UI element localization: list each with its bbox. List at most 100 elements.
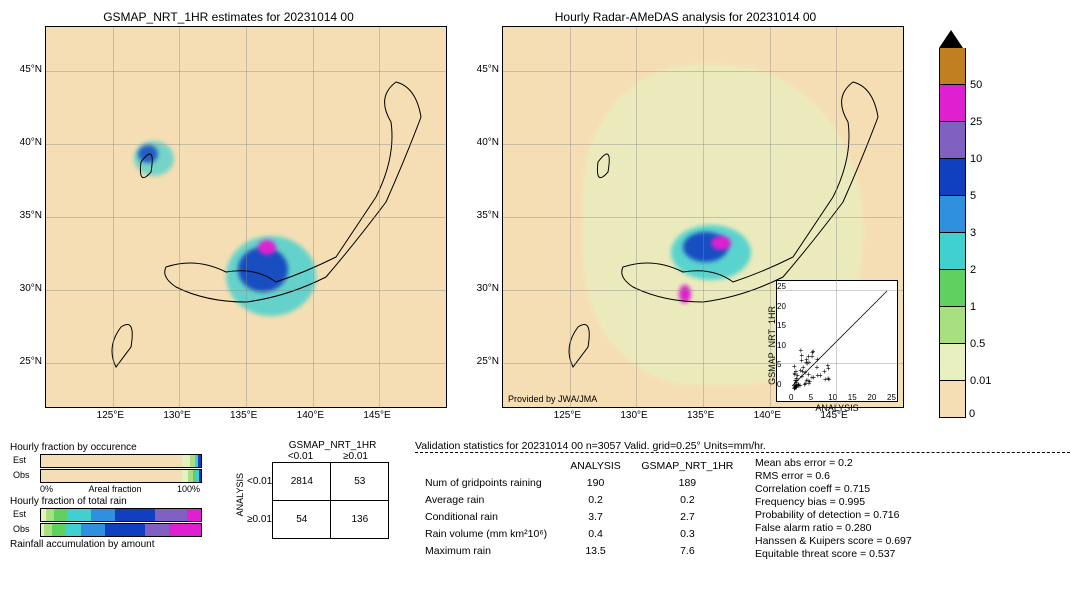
ytick-label: 45°N — [20, 64, 42, 75]
stats-cell: Num of gridpoints raining — [417, 475, 559, 490]
map-title-left: GSMAP_NRT_1HR estimates for 20231014 00 — [10, 10, 447, 24]
fraction-segment — [169, 524, 201, 536]
inset-ylabel: GSMAP_NRT_1HR — [767, 306, 777, 385]
inset-xtick: 25 — [887, 393, 896, 402]
colorbar-segment: 0.5 — [939, 344, 966, 381]
scatter-point: + — [815, 364, 820, 372]
stats-list-item: False alarm ratio = 0.280 — [755, 522, 980, 534]
fraction-segment — [198, 455, 201, 467]
map-title-right: Hourly Radar-AMeDAS analysis for 2023101… — [467, 10, 904, 24]
fractions-totalrain-title: Hourly fraction of total rain — [10, 496, 220, 507]
ct-cell-01: 53 — [331, 463, 389, 501]
stats-col-header: ANALYSIS — [561, 458, 630, 473]
fraction-segment — [67, 509, 91, 521]
colorbar-label: 5 — [970, 190, 976, 202]
inset-ytick: 5 — [777, 360, 781, 369]
ytick-label: 35°N — [477, 210, 499, 221]
stats-cell: 0.3 — [632, 527, 743, 542]
fraction-segment — [44, 524, 52, 536]
colorbar-label: 3 — [970, 227, 976, 239]
inset-ytick: 0 — [777, 380, 781, 389]
colorbar-segment: 0.01 — [939, 381, 966, 418]
colorbar-label: 25 — [970, 116, 982, 128]
stats-cell: 13.5 — [561, 544, 630, 559]
fraction-segment — [187, 509, 201, 521]
fraction-segment — [182, 455, 190, 467]
colorbar-label: 2 — [970, 264, 976, 276]
stats-table: ANALYSISGSMAP_NRT_1HRNum of gridpoints r… — [415, 456, 745, 561]
ytick-label: 30°N — [20, 283, 42, 294]
inset-xtick: 0 — [789, 393, 793, 402]
yaxis-left: 25°N30°N35°N40°N45°N — [10, 26, 45, 406]
inset-ytick: 20 — [777, 302, 786, 311]
map-panel-right: Hourly Radar-AMeDAS analysis for 2023101… — [467, 10, 904, 430]
fraction-bar-occ-est: Est — [40, 454, 202, 468]
colorbar-segment: 10 — [939, 159, 966, 196]
stats-cell: 2.7 — [632, 509, 743, 524]
stats-cell: 7.6 — [632, 544, 743, 559]
stats-list-item: Frequency bias = 0.995 — [755, 496, 980, 508]
map-attribution: Provided by JWA/JMA — [508, 394, 597, 404]
inset-xtick: 5 — [809, 393, 813, 402]
map-panel-left: GSMAP_NRT_1HR estimates for 20231014 00 … — [10, 10, 447, 430]
colorbar-segment: 50 — [939, 85, 966, 122]
map-left — [45, 26, 447, 408]
colorbar-segment — [939, 48, 966, 85]
xtick-label: 145°E — [363, 410, 390, 421]
xtick-label: 130°E — [163, 410, 190, 421]
ytick-label: 25°N — [20, 356, 42, 367]
xaxis-left: 125°E130°E135°E140°E145°E — [45, 408, 445, 426]
ct-row-0: <0.01 — [247, 464, 272, 499]
inset-ytick: 10 — [777, 341, 786, 350]
colorbar: 50251053210.50.010 — [939, 30, 966, 430]
ytick-label: 30°N — [477, 283, 499, 294]
xaxis-right: 125°E130°E135°E140°E145°E — [502, 408, 902, 426]
yaxis-right: 25°N30°N35°N40°N45°N — [467, 26, 502, 406]
ytick-label: 45°N — [477, 64, 499, 75]
bottom-row: Hourly fraction by occurence Est Obs 0% … — [10, 440, 1070, 561]
scatter-point: + — [806, 377, 811, 385]
fraction-bar-occ-obs: Obs — [40, 469, 202, 483]
colorbar-label: 0.5 — [970, 338, 985, 350]
fractions-occurrence-title: Hourly fraction by occurence — [10, 442, 220, 453]
ytick-label: 40°N — [477, 137, 499, 148]
stats-cell: Rain volume (mm km²10⁶) — [417, 527, 559, 542]
fraction-segment — [145, 524, 169, 536]
fraction-segment — [41, 455, 182, 467]
stats-cell: Conditional rain — [417, 509, 559, 524]
fraction-bar-tot-obs: Obs — [40, 523, 202, 537]
stats-list-item: Equitable threat score = 0.537 — [755, 548, 980, 560]
scatter-point: + — [799, 347, 804, 355]
xtick-label: 145°E — [820, 410, 847, 421]
stats-cell: 3.7 — [561, 509, 630, 524]
colorbar-segment: 2 — [939, 270, 966, 307]
ct-cell-11: 136 — [331, 501, 389, 539]
colorbar-label: 1 — [970, 301, 976, 313]
ct-cell-00: 2814 — [273, 463, 331, 501]
fraction-segment — [155, 509, 187, 521]
fraction-segment — [65, 524, 81, 536]
stats-list: Mean abs error = 0.2RMS error = 0.6Corre… — [755, 456, 980, 561]
colorbar-segment: 3 — [939, 233, 966, 270]
stats-list-item: Hanssen & Kuipers score = 0.697 — [755, 535, 980, 547]
colorbar-label: 10 — [970, 153, 982, 165]
ct-col-1: ≥0.01 — [328, 451, 383, 462]
xtick-label: 130°E — [620, 410, 647, 421]
xtick-label: 135°E — [687, 410, 714, 421]
frac-axis-title: Areal fraction — [88, 484, 141, 494]
xtick-label: 135°E — [230, 410, 257, 421]
ytick-label: 35°N — [20, 210, 42, 221]
stats-cell: Average rain — [417, 492, 559, 507]
colorbar-label: 50 — [970, 79, 982, 91]
ct-row-1: ≥0.01 — [247, 502, 272, 537]
ct-cell-10: 54 — [273, 501, 331, 539]
frac-axis-min: 0% — [40, 484, 53, 494]
contingency-col-header: GSMAP_NRT_1HR — [265, 440, 400, 451]
scatter-point: + — [826, 375, 831, 383]
colorbar-label: 0.01 — [970, 375, 991, 387]
inset-ytick: 15 — [777, 321, 786, 330]
colorbar-segment: 1 — [939, 307, 966, 344]
colorbar-segment: 25 — [939, 122, 966, 159]
stats-cell: Maximum rain — [417, 544, 559, 559]
xtick-label: 140°E — [297, 410, 324, 421]
